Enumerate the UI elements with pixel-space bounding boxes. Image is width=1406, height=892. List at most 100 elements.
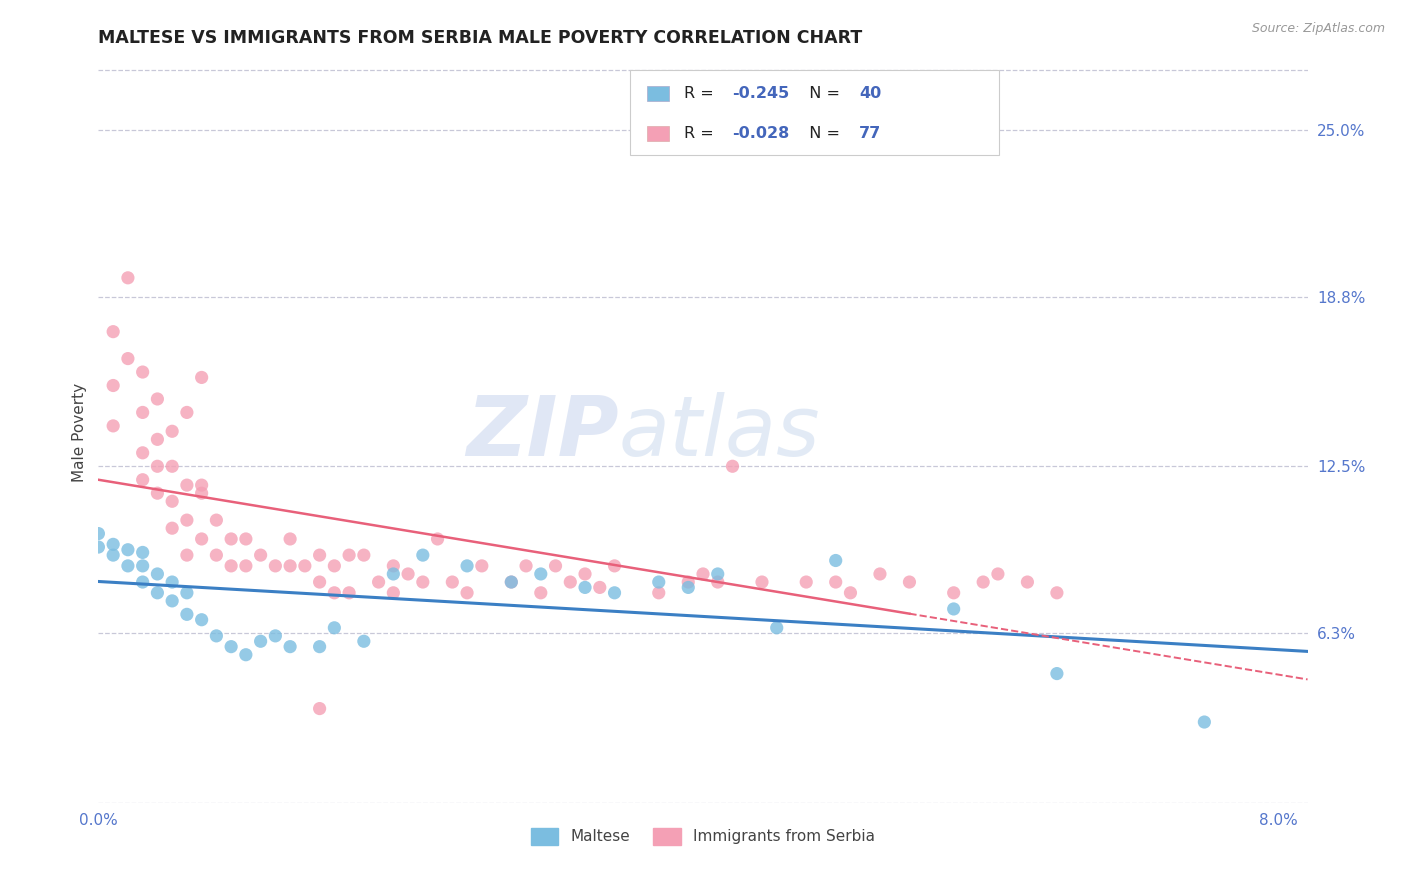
Point xyxy=(146,392,169,406)
Point xyxy=(1194,714,1216,729)
Point xyxy=(308,548,330,562)
Text: MALTESE VS IMMIGRANTS FROM SERBIA MALE POVERTY CORRELATION CHART: MALTESE VS IMMIGRANTS FROM SERBIA MALE P… xyxy=(98,29,863,47)
Point xyxy=(323,558,346,573)
Point xyxy=(117,558,139,573)
Point xyxy=(603,586,626,600)
Text: -0.245: -0.245 xyxy=(733,87,789,101)
Point xyxy=(235,532,257,546)
Point xyxy=(176,586,198,600)
Point xyxy=(176,478,198,492)
Point xyxy=(205,629,228,643)
Point xyxy=(574,581,596,595)
Point xyxy=(160,575,183,590)
Point xyxy=(117,542,139,557)
Point xyxy=(308,575,330,590)
Point xyxy=(264,558,287,573)
Point xyxy=(249,634,271,648)
Point xyxy=(501,575,523,590)
Point xyxy=(706,575,728,590)
Point xyxy=(205,548,228,562)
Point xyxy=(249,548,271,562)
Point xyxy=(101,418,124,433)
Point xyxy=(160,494,183,508)
Point xyxy=(190,532,212,546)
Point xyxy=(278,532,301,546)
Y-axis label: Male Poverty: Male Poverty xyxy=(72,383,87,483)
Text: atlas: atlas xyxy=(619,392,820,473)
Point xyxy=(426,532,449,546)
Text: 40: 40 xyxy=(859,87,882,101)
Point xyxy=(765,621,787,635)
Point xyxy=(574,566,596,581)
Text: N =: N = xyxy=(799,126,845,141)
Point xyxy=(190,370,212,384)
Point xyxy=(530,566,553,581)
Point xyxy=(678,581,700,595)
Point xyxy=(412,548,434,562)
Point xyxy=(869,566,891,581)
Point xyxy=(824,575,846,590)
Point xyxy=(560,575,582,590)
Point xyxy=(117,351,139,366)
Point xyxy=(456,586,478,600)
Point xyxy=(308,640,330,654)
Point xyxy=(278,558,301,573)
Point xyxy=(353,548,375,562)
Point xyxy=(678,575,700,590)
Point xyxy=(367,575,389,590)
Point xyxy=(176,607,198,622)
Point xyxy=(501,575,523,590)
Point xyxy=(603,558,626,573)
Point xyxy=(146,486,169,500)
Point xyxy=(721,459,744,474)
Point xyxy=(131,575,153,590)
Point xyxy=(308,701,330,715)
Point xyxy=(471,558,494,573)
Point xyxy=(648,575,671,590)
Point xyxy=(323,586,346,600)
Point xyxy=(87,540,110,554)
Text: R =: R = xyxy=(683,87,718,101)
Point xyxy=(176,405,198,419)
Point xyxy=(131,545,153,559)
Legend: Maltese, Immigrants from Serbia: Maltese, Immigrants from Serbia xyxy=(524,822,882,851)
Point xyxy=(337,548,360,562)
Point xyxy=(160,521,183,535)
Point xyxy=(942,586,965,600)
Point xyxy=(972,575,994,590)
Point xyxy=(824,553,846,567)
Point xyxy=(751,575,773,590)
Point xyxy=(987,566,1010,581)
Point xyxy=(515,558,537,573)
Text: -0.028: -0.028 xyxy=(733,126,789,141)
Point xyxy=(794,575,817,590)
Point xyxy=(101,548,124,562)
Point xyxy=(176,548,198,562)
Point xyxy=(176,513,198,527)
Point xyxy=(131,446,153,460)
Point xyxy=(898,575,921,590)
Point xyxy=(146,433,169,447)
Text: R =: R = xyxy=(683,126,718,141)
Point xyxy=(1017,575,1039,590)
Point xyxy=(278,640,301,654)
Point xyxy=(396,566,419,581)
Point xyxy=(337,586,360,600)
FancyBboxPatch shape xyxy=(630,70,1000,155)
Point xyxy=(382,558,405,573)
Point xyxy=(146,566,169,581)
Point xyxy=(190,486,212,500)
Point xyxy=(942,602,965,616)
Point xyxy=(456,558,478,573)
Text: 77: 77 xyxy=(859,126,882,141)
Point xyxy=(294,558,316,573)
Point xyxy=(101,325,124,339)
Point xyxy=(190,613,212,627)
Point xyxy=(264,629,287,643)
Point xyxy=(353,634,375,648)
FancyBboxPatch shape xyxy=(647,127,669,141)
Point xyxy=(131,473,153,487)
Point xyxy=(441,575,464,590)
Point xyxy=(160,424,183,438)
Text: Source: ZipAtlas.com: Source: ZipAtlas.com xyxy=(1251,22,1385,36)
